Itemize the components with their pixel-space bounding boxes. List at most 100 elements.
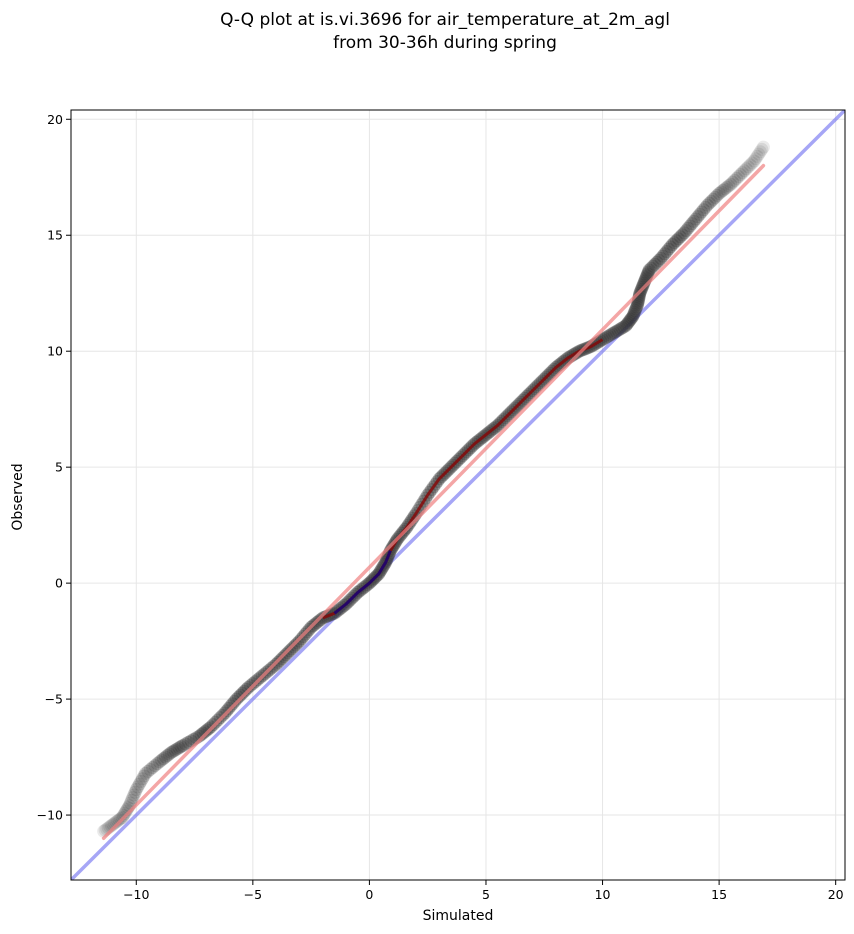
quantile-point xyxy=(652,253,666,267)
quantile-point xyxy=(756,140,770,154)
quantile-point xyxy=(691,210,705,224)
y-axis-ticks: −10 −5 0 5 10 15 20 xyxy=(37,112,71,823)
quantile-point xyxy=(605,327,619,341)
quantile-point xyxy=(131,780,145,794)
quantile-point xyxy=(162,747,176,761)
quantile-point xyxy=(632,288,646,302)
quantile-point xyxy=(735,166,749,180)
linear-fit-line xyxy=(101,163,766,841)
quantile-point xyxy=(664,240,678,254)
quantile-point xyxy=(627,307,641,321)
y-tick-label: −10 xyxy=(37,808,63,823)
quantile-point xyxy=(237,684,251,698)
x-tick-label: 5 xyxy=(482,887,490,902)
quantile-point xyxy=(665,238,679,252)
quantile-point xyxy=(737,164,751,178)
y-tick-label: −5 xyxy=(45,692,63,707)
quantile-point xyxy=(687,214,701,228)
plot-area xyxy=(71,110,845,880)
quantile-point xyxy=(724,177,738,191)
quantile-point xyxy=(697,203,711,217)
quantile-point xyxy=(622,314,636,328)
quantile-point xyxy=(224,699,238,713)
quantile-point xyxy=(134,774,148,788)
quantile-point xyxy=(628,304,642,318)
quantile-point xyxy=(720,180,734,194)
quantile-point xyxy=(702,196,716,210)
quantile-point xyxy=(316,611,330,625)
quantile-point xyxy=(700,198,714,212)
quantile-point xyxy=(755,142,769,156)
quantile-point xyxy=(108,816,122,830)
quantile-point xyxy=(644,261,658,275)
quantile-point xyxy=(718,182,732,196)
quantile-point xyxy=(198,725,212,739)
quantile-point xyxy=(109,815,123,829)
y-tick-label: 10 xyxy=(47,344,63,359)
quantile-point xyxy=(750,149,764,163)
quantile-point xyxy=(164,745,178,759)
quantile-point xyxy=(170,742,184,756)
quantile-point xyxy=(677,226,691,240)
quantile-point xyxy=(704,194,718,208)
quantile-point xyxy=(669,234,683,248)
quantile-point xyxy=(241,681,255,694)
quantile-point xyxy=(699,200,713,214)
quantile-point xyxy=(126,791,140,805)
quantile-point xyxy=(118,807,132,821)
x-tick-label: 20 xyxy=(828,887,844,902)
quantile-point xyxy=(160,749,174,763)
quantile-point xyxy=(671,232,685,246)
quantile-point xyxy=(714,185,728,199)
quantile-point xyxy=(128,785,142,799)
quantile-point xyxy=(148,759,162,773)
one-to-one-reference-line xyxy=(71,110,845,880)
quantile-point xyxy=(166,744,180,758)
quantile-point xyxy=(156,752,170,766)
quantile-point xyxy=(116,808,130,822)
y-axis-label: Observed xyxy=(10,463,26,530)
x-tick-label: −5 xyxy=(244,887,262,902)
quantile-point xyxy=(174,740,188,754)
quantile-point xyxy=(743,158,757,172)
quantile-point xyxy=(679,224,693,238)
quantile-point xyxy=(141,764,155,778)
quantile-point xyxy=(716,183,730,197)
quantile-point xyxy=(168,743,182,757)
quantile-point xyxy=(675,228,689,242)
quantile-point xyxy=(233,688,247,702)
quantile-point xyxy=(752,147,766,161)
quantile-point xyxy=(650,255,664,269)
quantile-point xyxy=(143,762,157,776)
quantile-point xyxy=(708,190,722,204)
quantile-point xyxy=(607,326,621,340)
y-tick-label: 15 xyxy=(47,228,63,243)
quantile-point xyxy=(112,813,126,827)
quantile-point xyxy=(127,788,141,802)
quantile-point xyxy=(749,152,763,166)
quantile-point xyxy=(624,313,638,327)
quantile-point xyxy=(179,737,193,751)
quantile-point xyxy=(226,697,240,711)
quantile-point xyxy=(631,296,645,310)
quantile-point xyxy=(626,309,640,323)
quantile-point xyxy=(158,750,172,764)
quantile-point xyxy=(615,321,629,335)
quantile-point xyxy=(753,145,767,159)
quantile-point xyxy=(662,242,676,256)
quantile-point xyxy=(196,726,210,740)
quantile-point xyxy=(200,723,214,737)
y-tick-label: 5 xyxy=(55,460,63,475)
quantile-point xyxy=(656,249,670,263)
plot-frame xyxy=(70,109,846,881)
quantile-point xyxy=(646,259,660,273)
x-tick-label: 0 xyxy=(365,887,373,902)
quantile-point xyxy=(620,317,634,331)
quantile-point xyxy=(636,278,650,292)
quantile-point xyxy=(658,247,672,261)
quantile-point xyxy=(613,322,627,336)
quantile-point xyxy=(239,682,253,696)
quantile-point xyxy=(111,814,125,828)
quantile-point xyxy=(146,761,160,775)
